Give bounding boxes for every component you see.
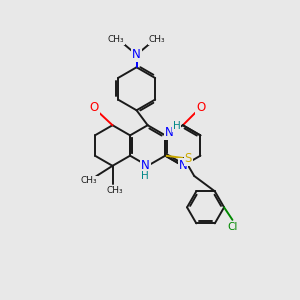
Text: Cl: Cl xyxy=(228,222,238,232)
Text: H: H xyxy=(173,121,181,131)
Text: S: S xyxy=(184,152,192,165)
Text: N: N xyxy=(164,127,173,140)
Text: N: N xyxy=(132,48,141,61)
Text: N: N xyxy=(141,159,150,172)
Text: N: N xyxy=(178,159,187,172)
Text: H: H xyxy=(141,171,149,181)
Text: CH₃: CH₃ xyxy=(148,35,165,44)
Text: CH₃: CH₃ xyxy=(108,35,124,44)
Text: CH₃: CH₃ xyxy=(106,186,123,195)
Text: O: O xyxy=(196,101,206,114)
Text: O: O xyxy=(89,101,99,114)
Text: CH₃: CH₃ xyxy=(81,176,98,185)
